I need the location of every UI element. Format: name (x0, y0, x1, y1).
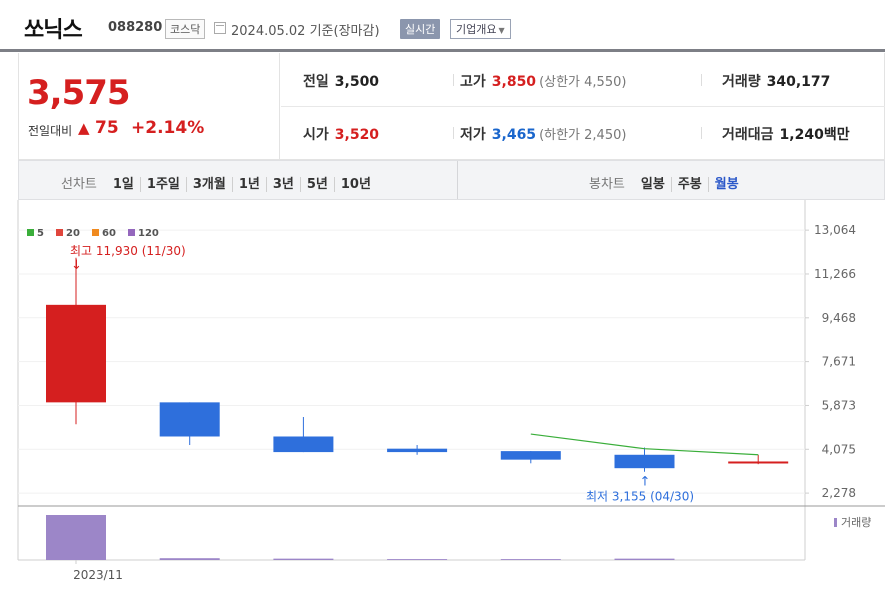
volume-label: 거래량 (722, 74, 761, 90)
chevron-down-icon: ▼ (498, 26, 505, 35)
low-price: 저가 3,465 (하한가 2,450) (460, 124, 626, 144)
current-price: 3,575 (27, 73, 131, 113)
realtime-button[interactable]: 실시간 (400, 19, 441, 39)
stats-divider (281, 106, 885, 107)
y-tick-label: 2,278 (822, 486, 856, 500)
calendar-icon (214, 22, 226, 34)
candle-weekly[interactable]: 주봉 (670, 177, 708, 192)
candle-daily[interactable]: 일봉 (640, 177, 665, 192)
max-annotation: 최고 11,930 (11/30) (70, 244, 186, 258)
volume-bar (159, 558, 220, 560)
candlestick-chart: 13,064 11,266 9,468 7,671 5,873 4,075 2,278 5 20… (17, 200, 885, 582)
trade-amount: 거래대금 1,240백만 (722, 124, 850, 144)
volume: 거래량 340,177 (722, 71, 830, 91)
price-box: 3,575 전일대비 ▲ 75 +2.14% (19, 53, 280, 159)
min-arrow-icon: ↑ (640, 475, 651, 490)
volume-value: 340,177 (766, 74, 831, 90)
period-1w[interactable]: 1주일 (139, 177, 186, 192)
period-5y[interactable]: 5년 (299, 177, 334, 192)
legend-swatch (128, 229, 135, 236)
period-3y[interactable]: 3년 (265, 177, 300, 192)
volume-bar (46, 515, 106, 560)
low-value: 3,465 (491, 127, 537, 143)
high-value: 3,850 (491, 74, 537, 90)
period-3m[interactable]: 3개월 (185, 177, 232, 192)
period-1d[interactable]: 1일 (112, 177, 134, 192)
prev-close-label: 전일 (303, 74, 329, 90)
stats-grid: 전일 3,500 고가 3,850 (상한가 4,550) 거래량 340,177 시가… (281, 53, 885, 159)
stock-code: 088280 (108, 20, 163, 35)
period-divider (457, 161, 458, 199)
amount-unit: 백만 (823, 127, 850, 143)
volume-bar (387, 559, 448, 560)
prev-close-value: 3,500 (334, 74, 380, 90)
volume-legend-swatch (834, 518, 837, 527)
stats-separator (701, 74, 702, 86)
amount-value: 1,240 (779, 127, 824, 143)
legend-label: 20 (66, 228, 80, 239)
company-overview-label: 기업개요 (456, 23, 497, 36)
max-arrow-icon: ↓ (71, 258, 82, 273)
period-1y[interactable]: 1년 (231, 177, 266, 192)
line-chart-label: 선차트 (61, 177, 97, 192)
stock-name: 쏘닉스 (24, 18, 83, 43)
candle-chart-group: 봉차트 일봉 주봉 월봉 (589, 173, 745, 192)
y-tick-label: 9,468 (822, 311, 856, 325)
candle-chart-label: 봉차트 (589, 177, 625, 192)
period-10y[interactable]: 10년 (333, 177, 377, 192)
min-annotation: 최저 3,155 (04/30) (586, 490, 694, 504)
open-value: 3,520 (334, 127, 380, 143)
legend-label: 5 (37, 228, 44, 239)
legend-label: 60 (102, 228, 116, 239)
stock-header: 쏘닉스 088280 코스닥 2024.05.02 기준(장마감) 실시간 기업… (0, 0, 885, 52)
legend-label: 120 (138, 228, 159, 239)
y-tick-label: 5,873 (822, 398, 856, 412)
quote-panel: 3,575 전일대비 ▲ 75 +2.14% 전일 3,500 고가 3,850 (상… (18, 53, 885, 160)
stats-separator (701, 127, 702, 139)
y-tick-label: 7,671 (822, 355, 856, 369)
high-label: 고가 (460, 74, 486, 90)
candle-body (159, 402, 220, 437)
y-tick-label: 11,266 (814, 267, 856, 281)
lower-limit: (하한가 2,450) (539, 128, 627, 143)
candle-body (728, 461, 789, 464)
ma5-line (530, 433, 759, 456)
x-tick-label: 2023/11 (73, 568, 123, 582)
diff-percent: +2.14% (131, 118, 205, 138)
stats-separator (453, 127, 454, 139)
legend-swatch (27, 229, 34, 236)
date-value: 2024.05.02 (231, 24, 306, 39)
candle-body (614, 454, 675, 469)
market-badge: 코스닥 (165, 19, 206, 39)
candle-monthly[interactable]: 월봉 (707, 177, 745, 192)
candle-body (273, 436, 334, 453)
volume-bar (500, 559, 561, 560)
line-chart-group: 선차트 1일 1주일 3개월 1년 3년 5년 10년 (61, 173, 377, 192)
legend-swatch (92, 229, 99, 236)
high-price: 고가 3,850 (상한가 4,550) (460, 71, 626, 91)
volume-legend-label: 거래량 (841, 516, 871, 529)
open-price: 시가 3,520 (303, 124, 379, 144)
volume-bar (614, 558, 675, 560)
stats-separator (453, 74, 454, 86)
upper-limit: (상한가 4,550) (539, 75, 627, 90)
company-overview-dropdown[interactable]: 기업개요 ▼ (450, 19, 511, 39)
diff-value: 75 (95, 118, 119, 138)
amount-label: 거래대금 (722, 127, 774, 143)
up-arrow-icon: ▲ (78, 119, 90, 137)
open-label: 시가 (303, 127, 329, 143)
y-tick-label: 13,064 (814, 223, 856, 237)
candle-body (500, 451, 561, 460)
diff-label: 전일대비 (28, 124, 73, 138)
candle-body (46, 304, 106, 403)
volume-bar (273, 558, 334, 560)
basis-text: 기준(장마감) (309, 24, 380, 39)
period-bar: 선차트 1일 1주일 3개월 1년 3년 5년 10년 봉차트 일봉 주봉 월봉 (18, 160, 885, 200)
candle-body (387, 448, 448, 453)
prev-close: 전일 3,500 (303, 71, 379, 91)
legend-swatch (56, 229, 63, 236)
basis-date: 2024.05.02 기준(장마감) (231, 20, 380, 39)
y-tick-label: 4,075 (822, 442, 856, 456)
low-label: 저가 (460, 127, 486, 143)
